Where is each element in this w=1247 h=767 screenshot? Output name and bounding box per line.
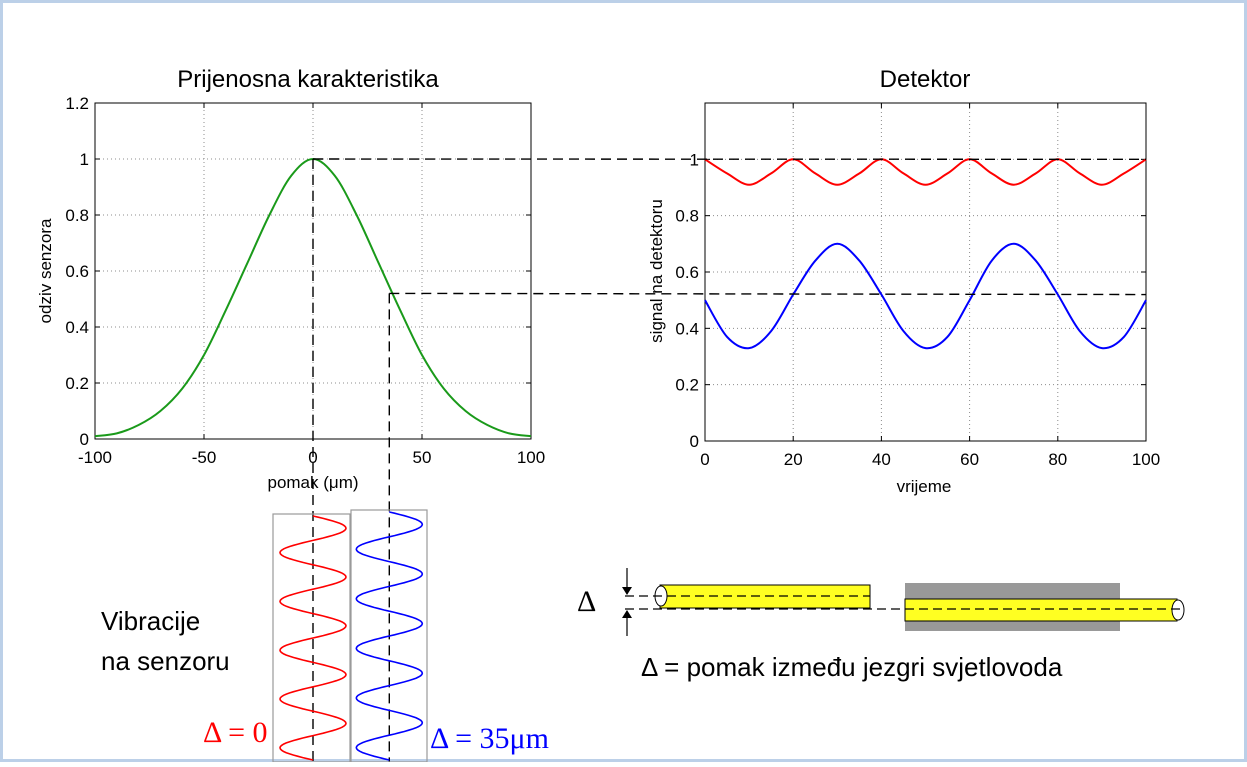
y-tick-label: 1.2 (65, 94, 89, 113)
y-tick-label: 0.2 (65, 374, 89, 393)
y-tick-label: 0.6 (675, 263, 699, 282)
y-axis-label: odziv senzora (36, 218, 55, 323)
x-tick-label: 100 (517, 448, 545, 467)
delta-zero-label: Δ = 0 (203, 716, 268, 749)
transfer-characteristic-chart: Prijenosna karakteristika 0 0.2 0.4 0.6 0.8 1… (36, 66, 545, 492)
chart-title: Detektor (880, 66, 971, 93)
vibration-panels: Vibracije na senzoru Δ = 0 Δ = 35μm (101, 510, 549, 762)
vibration-label-line2: na senzoru (101, 646, 230, 676)
y-tick-label: 0.8 (675, 207, 699, 226)
fiber-caption: Δ = pomak između jezgri svjetlovoda (641, 652, 1063, 682)
delta-symbol: Δ (577, 585, 596, 618)
x-tick-labels: 0 20 40 60 80 100 (700, 450, 1160, 469)
x-axis-label: vrijeme (897, 477, 952, 496)
y-tick-label: 0.6 (65, 262, 89, 281)
y-tick-label: 0.4 (675, 319, 699, 338)
x-tick-label: 40 (872, 450, 891, 469)
grid (705, 103, 1146, 441)
series-line-0 (705, 159, 1146, 184)
series-line-1 (705, 244, 1146, 348)
vibration-label-line1: Vibracije (101, 606, 200, 636)
x-tick-label: 50 (413, 448, 432, 467)
fiber-right-end (1172, 600, 1184, 620)
x-tick-label: 20 (784, 450, 803, 469)
x-tick-label: 60 (960, 450, 979, 469)
x-tick-label: 100 (1132, 450, 1160, 469)
vibration-wave-blue (356, 512, 422, 760)
y-axis-label: signal na detektoru (647, 199, 666, 343)
guide-horizontal-35 (389, 293, 1146, 294)
x-tick-label: 0 (700, 450, 709, 469)
x-tick-label: -50 (192, 448, 217, 467)
x-tick-label: -100 (78, 448, 112, 467)
delta-35um-label: Δ = 35μm (430, 722, 549, 755)
fiber-offset-diagram: Δ Δ = pomak između jezgri svjetlovoda (577, 568, 1184, 682)
x-tick-label: 80 (1048, 450, 1067, 469)
y-tick-labels: 0 0.2 0.4 0.6 0.8 1 1.2 (65, 94, 89, 449)
delta-arrowhead-top (622, 587, 632, 595)
y-tick-label: 0 (80, 430, 89, 449)
series-layer (705, 159, 1146, 348)
fiber-right (905, 599, 1177, 621)
y-tick-labels: 00.20.40.60.81 (675, 150, 699, 451)
y-tick-label: 1 (80, 150, 89, 169)
y-tick-label: 0 (690, 432, 699, 451)
y-tick-label: 0.4 (65, 318, 89, 337)
chart-title: Prijenosna karakteristika (177, 66, 439, 93)
delta-arrowhead-bottom (622, 610, 632, 618)
y-tick-label: 0.2 (675, 376, 699, 395)
y-tick-label: 0.8 (65, 206, 89, 225)
